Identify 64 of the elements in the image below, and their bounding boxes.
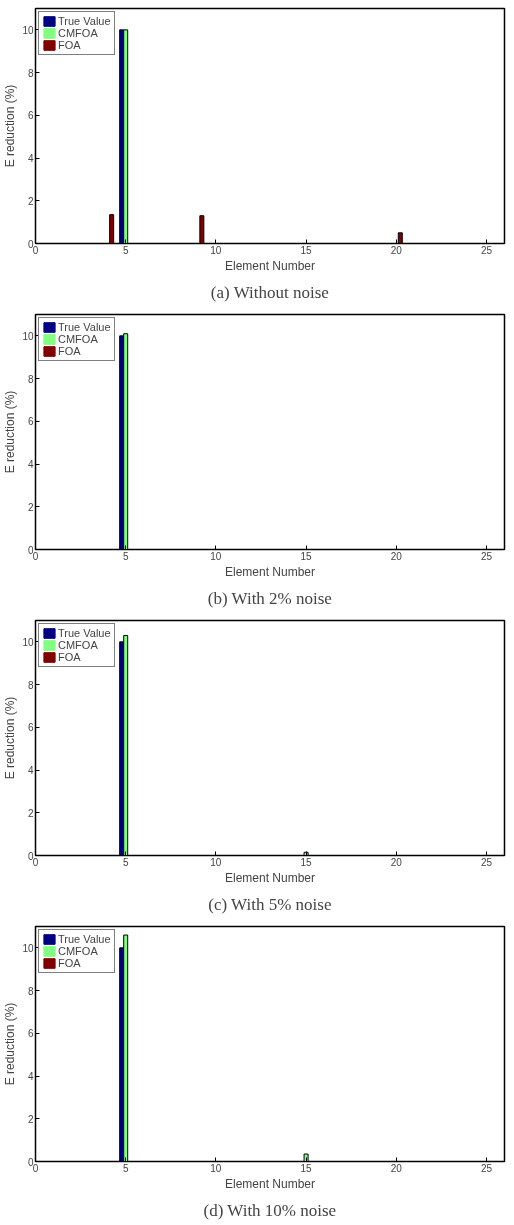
y-tick-label: 4 — [27, 765, 34, 777]
text: (d) With 10% noise — [203, 1200, 337, 1220]
legend-label: FOA — [58, 345, 81, 357]
x-tick-label: 10 — [210, 244, 222, 256]
y-axis-title: E reduction (%) — [3, 84, 18, 168]
y-tick-label: 8 — [27, 67, 34, 79]
x-axis-title: Element Number — [224, 870, 316, 885]
y-axis-title: E reduction (%) — [3, 390, 18, 474]
y-tick-label: 2 — [27, 501, 34, 513]
y-tick-label: 6 — [27, 1028, 34, 1040]
y-tick-label: 4 — [27, 153, 34, 165]
x-tick-label: 15 — [300, 1162, 313, 1174]
text: (a) Without noise — [210, 282, 329, 302]
x-axis-title: Element Number — [224, 564, 316, 579]
x-tick-label: 15 — [300, 244, 313, 256]
x-tick-label: 20 — [390, 244, 403, 256]
x-tick-label: 15 — [300, 856, 313, 868]
y-tick-label: 10 — [22, 942, 34, 954]
x-tick-label: 10 — [210, 856, 222, 868]
legend-label: FOA — [58, 957, 81, 969]
x-tick-label: 5 — [122, 856, 129, 868]
x-tick-label: 25 — [480, 244, 493, 256]
y-tick-label: 8 — [27, 985, 34, 997]
text: (b) With 2% noise — [207, 588, 332, 608]
y-tick-label: 2 — [27, 1113, 34, 1125]
y-tick-label: 10 — [22, 636, 34, 648]
x-tick-label: 20 — [390, 550, 403, 562]
y-tick-label: 4 — [27, 1071, 34, 1083]
y-tick-label: 10 — [22, 330, 34, 342]
x-tick-label: 25 — [480, 1162, 493, 1174]
y-tick-label: 8 — [27, 679, 34, 691]
x-axis-title: Element Number — [224, 258, 316, 273]
legend-label: CMFOA — [58, 333, 98, 345]
legend-label: True Value — [58, 321, 111, 333]
y-tick-label: 10 — [22, 24, 34, 36]
y-tick-label: 8 — [27, 373, 34, 385]
x-tick-label: 10 — [210, 1162, 222, 1174]
y-tick-label: 2 — [27, 195, 34, 207]
x-tick-label: 25 — [480, 550, 493, 562]
x-tick-label: 5 — [122, 1162, 129, 1174]
x-axis-title: Element Number — [224, 1176, 316, 1191]
y-tick-label: 4 — [27, 459, 34, 471]
x-tick-label: 15 — [300, 550, 313, 562]
x-tick-label: 10 — [210, 550, 222, 562]
legend-label: CMFOA — [58, 27, 98, 39]
legend-label: FOA — [58, 651, 81, 663]
x-tick-label: 25 — [480, 856, 493, 868]
legend-label: True Value — [58, 933, 111, 945]
legend-label: CMFOA — [58, 945, 98, 957]
x-tick-label: 5 — [122, 244, 129, 256]
x-tick-label: 20 — [390, 856, 403, 868]
y-axis-title: E reduction (%) — [3, 1002, 18, 1086]
legend-label: CMFOA — [58, 639, 98, 651]
y-tick-label: 2 — [27, 807, 34, 819]
legend-label: True Value — [58, 15, 111, 27]
y-tick-label: 6 — [27, 416, 34, 428]
y-tick-label: 6 — [27, 110, 34, 122]
y-axis-title: E reduction (%) — [3, 696, 18, 780]
text: (c) With 5% noise — [208, 894, 332, 914]
y-tick-label: 6 — [27, 722, 34, 734]
legend-label: FOA — [58, 39, 81, 51]
legend-label: True Value — [58, 627, 111, 639]
x-tick-label: 20 — [390, 1162, 403, 1174]
x-tick-label: 5 — [122, 550, 129, 562]
